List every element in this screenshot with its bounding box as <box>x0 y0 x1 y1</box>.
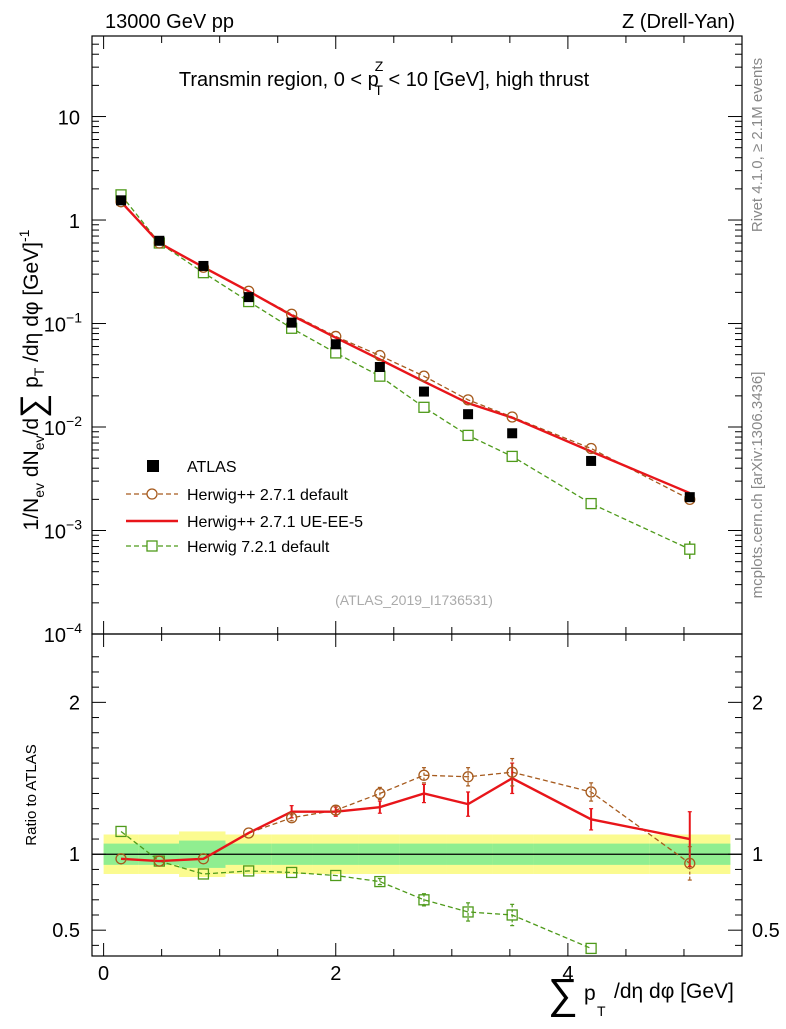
ratio-y-ticks: 2 2 1 1 0.5 0.5 <box>52 656 780 946</box>
legend-herwig721-default-marker <box>146 540 158 552</box>
herwig271-default-ratio-marker <box>684 857 696 869</box>
herwig271-default-line <box>120 201 691 500</box>
herwig271-default-ratio-marker <box>115 853 127 865</box>
herwig721-default-ratio-line <box>120 830 592 950</box>
y-tick-label: 1 <box>69 211 80 233</box>
herwig721-default-ratio-marker <box>418 894 430 906</box>
y-tick-label: 10 <box>58 108 80 130</box>
legend-herwig271-default-marker <box>146 488 158 500</box>
herwig271-default-marker <box>418 370 430 382</box>
svg-text:p: p <box>584 982 596 1005</box>
herwig271-default-ratio-marker <box>285 812 298 824</box>
herwig721-default-ratio-marker <box>197 868 210 880</box>
main-panel: 10 1 10−1 10−2 10−3 10−4 ATLAS Herwig++ 2.7.1 d… <box>44 35 743 647</box>
atlas-data-point <box>286 317 297 328</box>
herwig271-default-marker <box>462 394 474 406</box>
mcplots-label: mcplots.cern.ch [arXiv:1306.3436] <box>749 372 766 599</box>
atlas-data-point <box>243 292 254 303</box>
ratio-panel: 0 2 4 2 2 1 1 0.5 0.5 <box>52 36 780 985</box>
atlas-data-point <box>154 235 165 246</box>
legend-label: Herwig 7.2.1 default <box>187 539 330 556</box>
herwig271-default-ratio-marker <box>374 787 386 800</box>
header-left: 13000 GeV pp <box>105 11 234 33</box>
legend: ATLAS Herwig++ 2.7.1 default Herwig++ 2.7.… <box>126 459 363 556</box>
legend-label: Herwig++ 2.7.1 default <box>187 487 349 504</box>
herwig271-ueee5-line <box>120 200 691 495</box>
herwig721-default-marker <box>374 370 386 382</box>
herwig721-default-ratio-marker <box>374 875 386 888</box>
svg-text:T: T <box>597 1003 606 1019</box>
y-tick-label: 10−3 <box>44 517 82 544</box>
atlas-data-point <box>507 428 518 439</box>
svg-text:1/Nev dNev/d∑ pT /dη dφ [GeV]: 1/Nev dNev/d∑ pT /dη dφ [GeV]-1 <box>14 229 52 530</box>
svg-text:∑: ∑ <box>548 970 578 1017</box>
herwig721-default-marker <box>462 429 474 442</box>
x-tick-label: 4 <box>562 963 573 985</box>
ratio-y-tick-label-right: 2 <box>752 692 763 714</box>
header-right: Z (Drell-Yan) <box>622 11 735 33</box>
herwig721-default-line <box>120 194 691 550</box>
legend-atlas-marker <box>147 460 159 472</box>
atlas-data-point <box>330 339 341 350</box>
atlas-data-point <box>116 195 127 206</box>
x-tick-label: 2 <box>330 963 341 985</box>
ratio-y-tick-label-right: 1 <box>752 844 763 866</box>
y-axis-ticks: 10 1 10−1 10−2 10−3 10−4 <box>44 35 742 647</box>
atlas-data-point <box>463 409 474 420</box>
herwig721-default-marker <box>418 401 430 413</box>
herwig721-default-ratio-marker <box>285 866 298 879</box>
herwig271-default-ratio-marker <box>506 766 518 778</box>
ratio-frame <box>91 633 743 957</box>
legend-label: ATLAS <box>187 459 237 476</box>
herwig271-default-ratio-marker <box>153 855 165 867</box>
herwig271-default-ratio-marker <box>243 827 255 839</box>
herwig271-default-marker <box>506 411 518 423</box>
svg-text:/dη dφ [GeV]: /dη dφ [GeV] <box>614 980 734 1003</box>
ratio-y-tick-label: 2 <box>69 692 80 714</box>
ratio-y-tick-label: 0.5 <box>52 920 80 942</box>
herwig721-default-ratio-marker <box>506 909 518 921</box>
main-series <box>115 189 696 560</box>
herwig721-default-marker <box>684 543 696 555</box>
herwig271-ueee5-ratio-line <box>120 776 691 863</box>
y-axis-label: 1/Nev dNev/d∑ pT /dη dφ [GeV]-1 <box>14 229 52 530</box>
atlas-data-point <box>374 362 385 373</box>
herwig721-default-marker <box>585 497 597 510</box>
atlas-data-point <box>418 386 429 397</box>
herwig721-default-ratio-marker <box>115 825 127 838</box>
x-axis-ticks: 0 2 4 <box>98 36 685 985</box>
herwig271-default-ratio-marker <box>462 771 474 783</box>
herwig271-default-marker <box>374 349 386 362</box>
herwig721-default-marker <box>506 450 518 463</box>
herwig271-default-ratio-marker <box>585 786 597 798</box>
ratio-y-axis-label: Ratio to ATLAS <box>23 744 40 845</box>
herwig271-default-ratio-marker <box>330 804 342 816</box>
y-tick-label: 10−4 <box>44 620 82 647</box>
atlas-data-point <box>586 455 597 466</box>
y-tick-label: 10−1 <box>44 310 82 337</box>
x-axis-label: ∑ p T /dη dφ [GeV] <box>548 970 734 1019</box>
herwig271-default-ratio-marker <box>197 853 210 865</box>
rivet-version-label: Rivet 4.1.0, ≥ 2.1M events <box>749 58 766 232</box>
ratio-y-tick-label: 1 <box>69 844 80 866</box>
atlas-data-point <box>198 260 209 271</box>
y-tick-label: 10−2 <box>44 413 82 440</box>
herwig721-default-ratio-marker <box>330 869 342 882</box>
herwig721-default-marker <box>330 347 342 359</box>
herwig721-default-ratio-marker <box>243 865 255 877</box>
herwig271-default-ratio-marker <box>418 769 430 781</box>
herwig721-default-ratio-marker <box>585 942 597 955</box>
x-tick-label: 0 <box>98 963 109 985</box>
plot-title: Transmin region, 0 < pZ T < 10 [GeV], hig… <box>179 58 590 98</box>
legend-label: Herwig++ 2.7.1 UE-EE-5 <box>187 514 363 531</box>
ratio-series <box>115 757 696 955</box>
atlas-data-point <box>684 492 695 503</box>
analysis-watermark: (ATLAS_2019_I1736531) <box>335 592 493 608</box>
herwig271-default-marker <box>585 442 597 455</box>
ratio-y-tick-label-right: 0.5 <box>752 920 780 942</box>
herwig721-default-ratio-marker <box>462 906 474 918</box>
